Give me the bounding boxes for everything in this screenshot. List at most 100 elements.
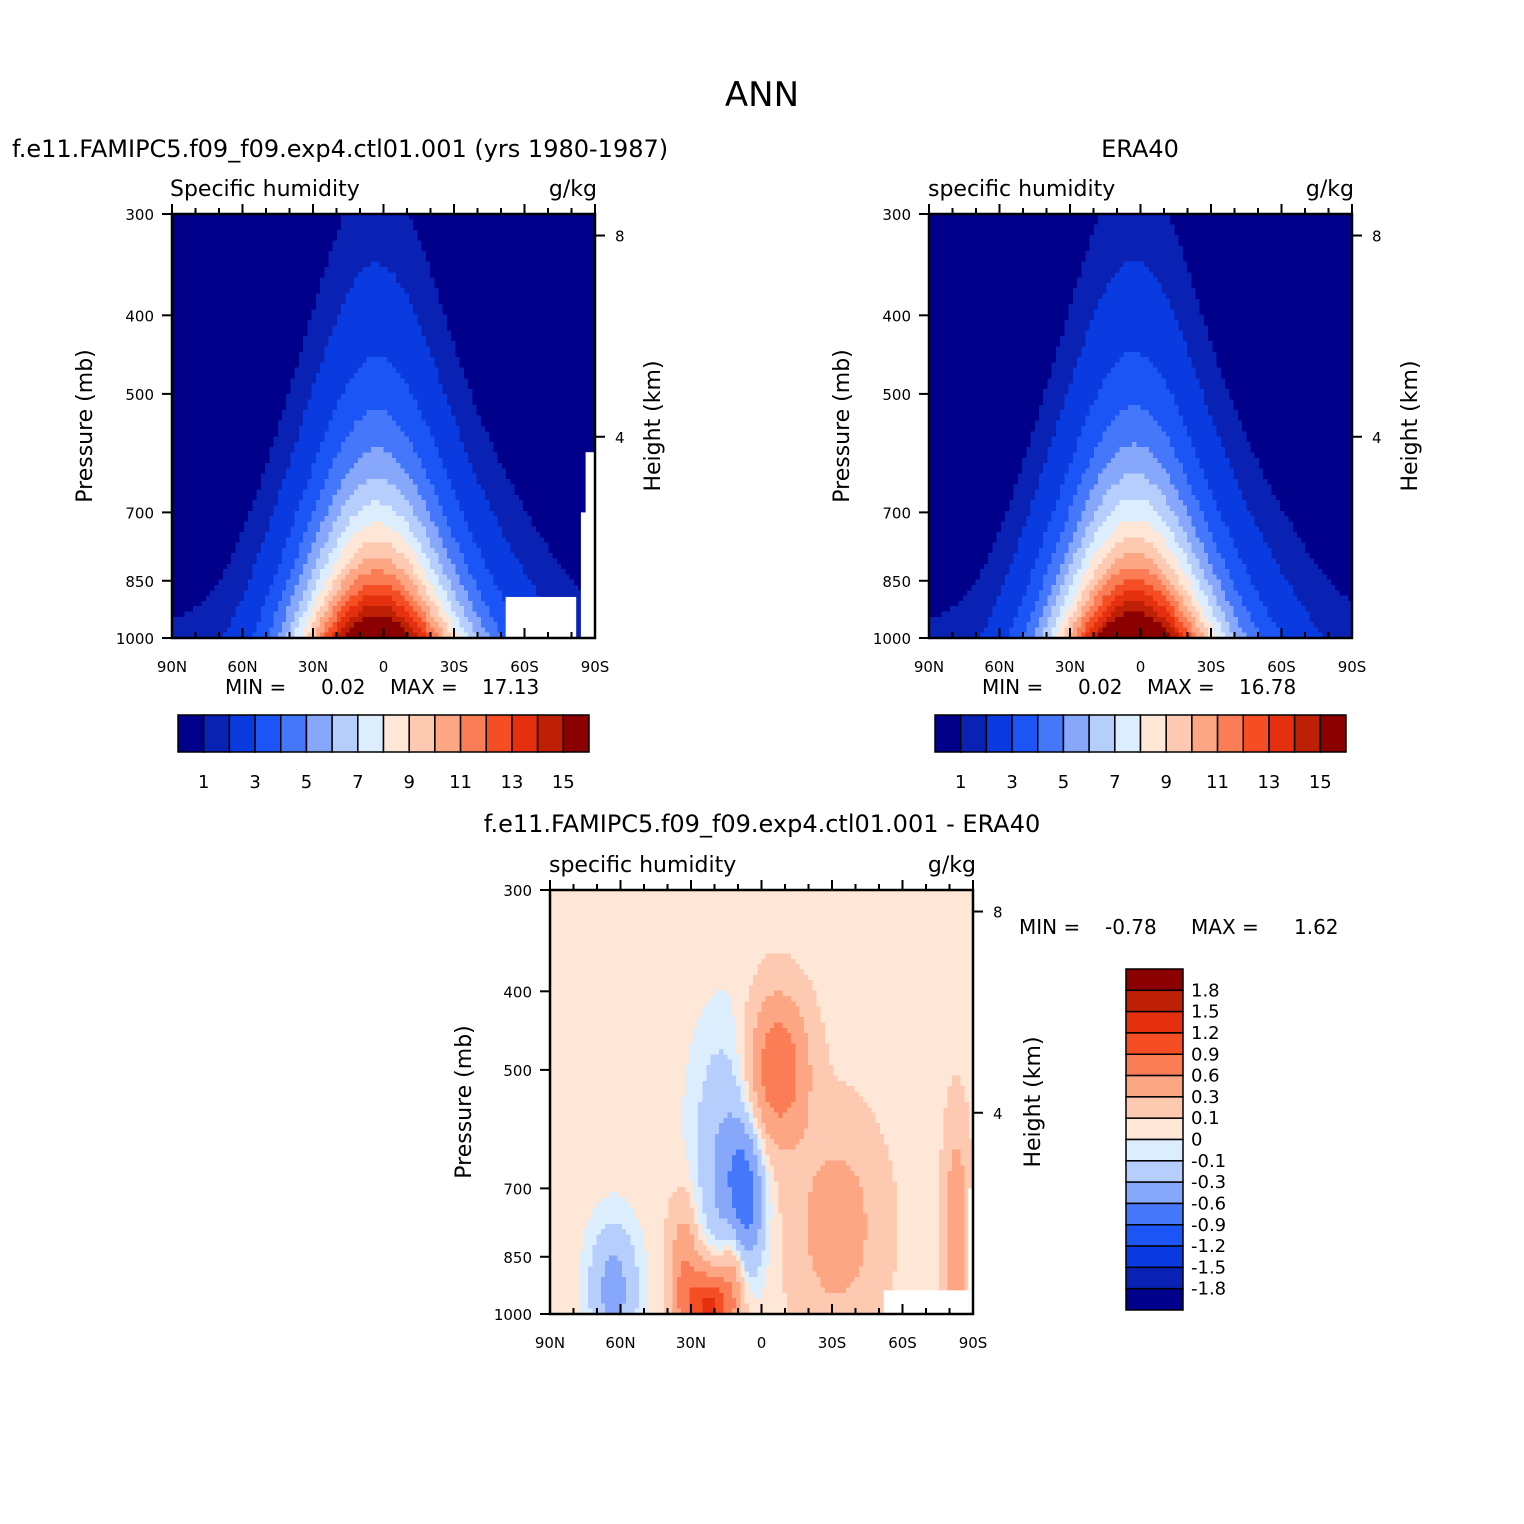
contour-cell bbox=[463, 272, 469, 279]
contour-cell bbox=[362, 272, 368, 279]
contour-cell bbox=[349, 351, 355, 358]
contour-cell bbox=[455, 272, 461, 279]
contour-cell bbox=[349, 267, 355, 273]
contour-cell bbox=[294, 261, 300, 268]
contour-cell bbox=[281, 441, 287, 448]
contour-cell bbox=[387, 394, 393, 401]
contour-cell bbox=[590, 357, 596, 363]
contour-cell bbox=[193, 457, 198, 464]
contour-cell bbox=[231, 394, 237, 401]
contour-cell bbox=[476, 304, 482, 310]
contour-cell bbox=[506, 404, 511, 411]
contour-cell bbox=[248, 362, 253, 369]
contour-cell bbox=[341, 420, 347, 427]
contour-cell bbox=[459, 229, 465, 236]
contour-cell bbox=[455, 224, 461, 231]
contour-cell bbox=[315, 346, 321, 353]
contour-cell bbox=[214, 410, 220, 416]
contour-cell bbox=[205, 325, 211, 332]
contour-cell bbox=[252, 346, 258, 353]
contour-cell bbox=[463, 304, 469, 310]
contour-cell bbox=[463, 415, 469, 422]
contour-cell bbox=[362, 304, 368, 310]
contour-cell bbox=[286, 399, 292, 406]
contour-cell bbox=[468, 436, 473, 443]
contour-cell bbox=[239, 330, 245, 337]
contour-cell bbox=[413, 320, 418, 326]
contour-cell bbox=[417, 261, 423, 268]
contour-cell bbox=[218, 309, 224, 316]
contour-cell bbox=[256, 394, 262, 401]
contour-cell bbox=[438, 325, 444, 332]
contour-cell bbox=[286, 293, 292, 300]
contour-cell bbox=[260, 473, 266, 480]
contour-cell bbox=[417, 214, 423, 220]
contour-cell bbox=[222, 261, 228, 268]
contour-cell bbox=[218, 261, 224, 268]
contour-cell bbox=[366, 320, 372, 326]
contour-cell bbox=[332, 240, 338, 247]
contour-cell bbox=[463, 404, 469, 411]
contour-cell bbox=[214, 426, 220, 432]
contour-cell bbox=[290, 468, 296, 475]
contour-cell bbox=[569, 436, 575, 443]
contour-cell bbox=[176, 346, 182, 353]
contour-cell bbox=[252, 277, 258, 284]
contour-cell bbox=[391, 267, 397, 273]
contour-cell bbox=[328, 277, 334, 284]
contour-cell bbox=[489, 330, 495, 337]
contour-cell bbox=[417, 415, 423, 422]
contour-cell bbox=[590, 346, 596, 353]
contour-cell bbox=[324, 378, 330, 385]
contour-cell bbox=[260, 298, 266, 305]
contour-cell bbox=[485, 235, 490, 242]
contour-cell bbox=[383, 351, 389, 358]
contour-cell bbox=[383, 341, 389, 348]
contour-cell bbox=[463, 277, 469, 284]
contour-cell bbox=[256, 298, 262, 305]
contour-cell bbox=[463, 214, 469, 220]
contour-cell bbox=[324, 267, 330, 273]
contour-cell bbox=[561, 267, 566, 273]
contour-cell bbox=[523, 214, 528, 220]
contour-cell bbox=[421, 256, 427, 263]
contour-cell bbox=[408, 214, 414, 220]
contour-cell bbox=[269, 288, 275, 295]
contour-cell bbox=[226, 394, 232, 401]
contour-cell bbox=[172, 245, 177, 252]
contour-cell bbox=[413, 293, 418, 300]
contour-cell bbox=[379, 357, 385, 363]
contour-cell bbox=[231, 399, 237, 406]
contour-cell bbox=[408, 420, 414, 427]
contour-cell bbox=[446, 436, 452, 443]
contour-cell bbox=[252, 219, 258, 226]
contour-cell bbox=[218, 463, 224, 469]
contour-cell bbox=[417, 251, 423, 257]
contour-cell bbox=[442, 346, 448, 353]
contour-cell bbox=[328, 441, 334, 448]
contour-cell bbox=[476, 214, 482, 220]
contour-cell bbox=[172, 224, 177, 231]
contour-cell bbox=[506, 431, 511, 438]
contour-cell bbox=[281, 272, 287, 279]
contour-cell bbox=[497, 447, 503, 454]
contour-cell bbox=[552, 415, 558, 422]
contour-cell bbox=[565, 362, 571, 369]
contour-cell bbox=[425, 426, 431, 432]
contour-cell bbox=[239, 431, 245, 438]
contour-cell bbox=[387, 367, 393, 374]
contour-cell bbox=[480, 214, 486, 220]
contour-cell bbox=[379, 452, 385, 459]
contour-cell bbox=[387, 272, 393, 279]
contour-cell bbox=[303, 457, 308, 464]
contour-cell bbox=[527, 224, 533, 231]
contour-cell bbox=[556, 245, 562, 252]
contour-cell bbox=[180, 309, 186, 316]
contour-cell bbox=[252, 325, 258, 332]
contour-cell bbox=[188, 314, 194, 321]
contour-cell bbox=[540, 367, 545, 374]
contour-cell bbox=[379, 378, 385, 385]
contour-cell bbox=[226, 341, 232, 348]
contour-cell bbox=[518, 330, 524, 337]
contour-cell bbox=[438, 426, 444, 432]
